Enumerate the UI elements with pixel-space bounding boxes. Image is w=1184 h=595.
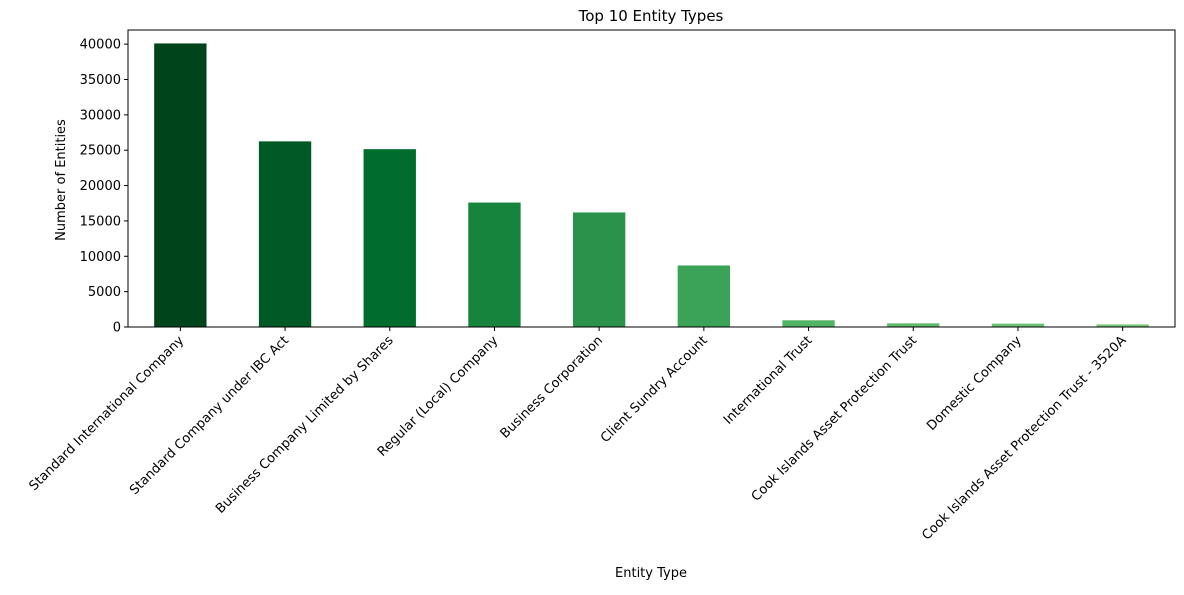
x-axis-label: Entity Type <box>615 566 687 581</box>
y-tick-label: 30000 <box>80 108 121 123</box>
bar-2 <box>258 141 312 327</box>
bar-4 <box>468 202 521 327</box>
bar-3 <box>363 149 416 327</box>
y-tick-label: 40000 <box>80 38 121 53</box>
y-tick-label: 10000 <box>80 250 121 265</box>
y-axis: 0 5000 10000 15000 20000 25000 30000 35000 40000 <box>80 38 128 336</box>
bar-8 <box>887 323 940 327</box>
plot-frame <box>127 29 1176 328</box>
bar-1 <box>154 43 207 327</box>
y-tick-label: 20000 <box>80 179 121 194</box>
x-tick-label: Client Sundry Account <box>598 333 711 446</box>
bar-6 <box>677 265 731 327</box>
x-tick-label: Cook Islands Asset Protection Trust <box>749 333 920 504</box>
x-tick-label: Domestic Company <box>924 333 1025 434</box>
bars-group <box>154 43 1149 327</box>
bar-7 <box>782 320 835 327</box>
y-axis-label: Number of Entities <box>54 119 69 241</box>
y-tick-label: 15000 <box>80 214 121 229</box>
y-tick-label: 25000 <box>80 144 121 159</box>
bar-10 <box>1096 324 1149 327</box>
x-tick-label: Business Corporation <box>498 333 606 441</box>
x-tick-label: Regular (Local) Company <box>375 333 502 460</box>
x-tick-label: Cook Islands Asset Protection Trust - 35… <box>919 333 1129 543</box>
x-tick-label: Business Company Limited by Shares <box>213 333 397 517</box>
y-tick-label: 35000 <box>80 73 121 88</box>
y-tick-label: 5000 <box>88 285 121 300</box>
x-tick-label: International Trust <box>721 333 815 427</box>
bar-5 <box>572 212 626 327</box>
bar-9 <box>991 323 1045 327</box>
chart-title: Top 10 Entity Types <box>578 7 724 25</box>
y-tick-label: 0 <box>113 321 121 336</box>
